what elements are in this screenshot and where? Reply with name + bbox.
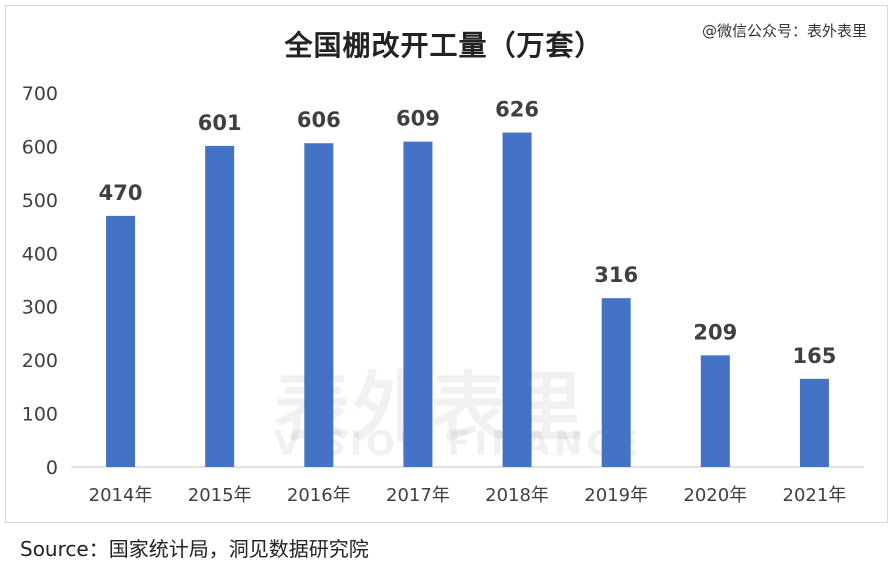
y-tick-label: 600: [22, 136, 58, 158]
wechat-account-note: @微信公众号：表外表里: [701, 22, 867, 40]
bar: [700, 355, 730, 467]
x-tick-label: 2018年: [485, 485, 549, 506]
data-label: 209: [693, 320, 737, 344]
data-label: 470: [99, 181, 143, 205]
chart-frame: 表外表里 VISION FINANCE 全国棚改开工量（万套） @微信公众号：表…: [5, 5, 888, 523]
y-tick-label: 100: [22, 404, 58, 426]
bar: [106, 215, 136, 467]
source-note: Source：国家统计局，洞见数据研究院: [20, 537, 369, 561]
chart-title: 全国棚改开工量（万套）: [284, 29, 604, 62]
x-tick-label: 2016年: [287, 485, 351, 506]
bar: [403, 141, 433, 467]
bar: [502, 132, 532, 467]
bar: [601, 298, 631, 467]
y-tick-label: 400: [22, 243, 58, 265]
data-label: 165: [793, 344, 837, 368]
watermark-logo-subtext: VISION FINANCE: [274, 424, 643, 464]
bar: [799, 378, 829, 467]
x-tick-label: 2014年: [89, 485, 153, 506]
x-tick-label: 2021年: [783, 485, 847, 506]
y-tick-label: 500: [22, 190, 58, 212]
y-tick-label: 700: [22, 83, 58, 105]
bar: [205, 145, 235, 467]
x-tick-label: 2019年: [584, 485, 648, 506]
x-tick-label: 2020年: [683, 485, 747, 506]
data-label: 316: [594, 263, 638, 287]
data-label: 626: [495, 98, 539, 122]
x-tick-label: 2017年: [386, 485, 450, 506]
bar: [304, 143, 334, 468]
data-label: 606: [297, 108, 341, 132]
y-tick-label: 200: [22, 350, 58, 372]
data-label: 609: [396, 107, 440, 131]
data-label: 601: [198, 111, 242, 135]
bar-chart: 0 100 200 300 400 500 600 700 470 2014年 601 2015年 60…: [22, 83, 864, 506]
y-tick-label: 0: [46, 457, 58, 479]
x-tick-label: 2015年: [188, 485, 252, 506]
y-tick-label: 300: [22, 297, 58, 319]
